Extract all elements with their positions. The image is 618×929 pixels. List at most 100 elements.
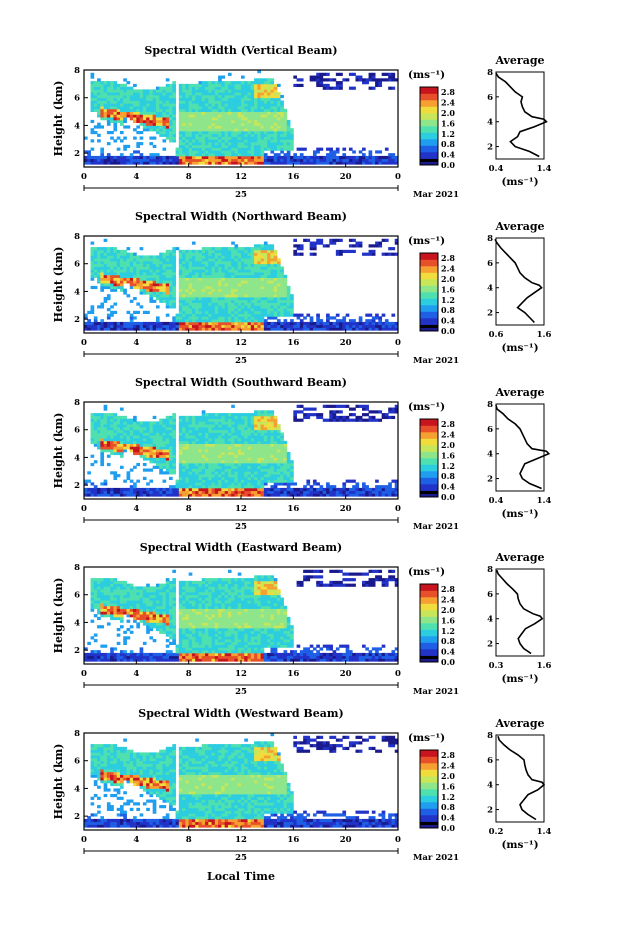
heatmap-cell <box>87 479 91 483</box>
heatmap-cell <box>224 249 229 254</box>
heatmap-cell <box>270 244 275 248</box>
heatmap-cell <box>165 440 170 444</box>
heatmap-cell <box>97 122 101 126</box>
heatmap-cell <box>162 479 167 483</box>
heatmap-cell <box>175 485 180 489</box>
heatmap-cell <box>175 150 180 154</box>
heatmap-cell <box>172 283 176 287</box>
heatmap-cell <box>221 432 226 436</box>
heatmap-cell <box>234 476 239 480</box>
heatmap-cell <box>263 122 268 126</box>
heatmap-cell <box>254 460 258 464</box>
heatmap-cell <box>394 238 399 242</box>
heatmap-cell <box>191 474 196 478</box>
heatmap-cell <box>208 457 212 461</box>
heatmap-cell <box>201 128 206 132</box>
heatmap-cell <box>195 106 199 110</box>
heatmap-cell <box>182 462 186 467</box>
heatmap-cell <box>293 313 297 317</box>
heatmap-cell <box>221 263 226 267</box>
heatmap-cell <box>309 252 314 256</box>
heatmap-cell <box>263 277 268 281</box>
heatmap-cell <box>201 471 206 475</box>
heatmap-cell <box>139 114 144 118</box>
heatmap-cell <box>123 111 127 115</box>
heatmap-cell <box>218 133 222 137</box>
heatmap-cell <box>267 487 271 492</box>
heatmap-cell <box>254 490 258 494</box>
heatmap-cell <box>227 446 232 450</box>
heatmap-cell <box>172 258 176 262</box>
heatmap-cell <box>201 493 206 497</box>
heatmap-cell <box>211 460 216 464</box>
heatmap-cell <box>146 277 150 281</box>
heatmap-cell <box>185 291 190 295</box>
heatmap-cell <box>254 86 258 90</box>
heatmap-cell <box>290 324 294 328</box>
heatmap-cell <box>205 485 209 489</box>
heatmap-cell <box>316 327 320 331</box>
heatmap-cell <box>188 418 193 422</box>
heatmap-cell <box>119 449 124 453</box>
heatmap-cell <box>234 324 239 328</box>
heatmap-cell <box>146 490 150 494</box>
heatmap-cell <box>116 424 121 428</box>
heatmap-cell <box>260 438 265 442</box>
heatmap-cell <box>260 114 265 118</box>
heatmap-cell <box>290 321 294 326</box>
heatmap-cell <box>146 432 150 436</box>
heatmap-cell <box>214 476 219 480</box>
heatmap-cell <box>182 263 186 267</box>
heatmap-cell <box>221 476 226 480</box>
heatmap-cell <box>103 83 108 88</box>
heatmap-cell <box>175 158 180 162</box>
heatmap-cell <box>93 86 98 90</box>
heatmap-cell <box>263 89 268 93</box>
heatmap-cell <box>260 296 265 301</box>
heatmap-cell <box>257 144 262 148</box>
heatmap-cell <box>214 111 219 115</box>
heatmap-cell <box>165 305 170 309</box>
heatmap-cell <box>100 426 105 431</box>
heatmap-cell <box>126 429 131 433</box>
heatmap-cell <box>241 89 245 93</box>
heatmap-cell <box>198 468 203 472</box>
heatmap-cell <box>250 310 255 314</box>
heatmap-cell <box>126 324 131 328</box>
heatmap-cell <box>198 92 203 96</box>
heatmap-cell <box>234 415 239 420</box>
heatmap-cell <box>227 313 232 317</box>
heatmap-cell <box>103 424 108 428</box>
heatmap-cell <box>87 493 91 497</box>
heatmap-cell <box>218 108 222 112</box>
heatmap-cell <box>136 106 140 110</box>
heatmap-cell <box>244 283 248 287</box>
heatmap-cell <box>267 83 271 88</box>
heatmap-cell <box>211 252 216 256</box>
heatmap-cell <box>270 294 275 298</box>
heatmap-cell <box>270 327 275 331</box>
heatmap-cell <box>237 446 242 450</box>
heatmap-cell <box>146 291 150 295</box>
heatmap-cell <box>260 299 265 303</box>
heatmap-cell <box>218 324 222 328</box>
heatmap-cell <box>198 432 203 436</box>
heatmap-cell <box>237 92 242 96</box>
heatmap-cell <box>280 269 284 273</box>
heatmap-cell <box>178 249 183 254</box>
heatmap-cell <box>146 493 150 497</box>
x-tick-label: 0 <box>81 338 87 348</box>
heatmap-cell <box>155 94 160 99</box>
heatmap-cell <box>205 451 209 456</box>
heatmap-cell <box>136 142 140 146</box>
heatmap-cell <box>241 103 245 107</box>
heatmap-cell <box>142 310 147 314</box>
heatmap-cell <box>352 155 356 160</box>
heatmap-cell <box>257 128 262 132</box>
heatmap-cell <box>241 299 245 303</box>
heatmap-cell <box>332 153 337 157</box>
heatmap-cell <box>159 114 163 118</box>
heatmap-cell <box>254 302 258 306</box>
colorbar-tick-label: 1.6 <box>441 118 455 128</box>
heatmap-cell <box>103 296 108 301</box>
